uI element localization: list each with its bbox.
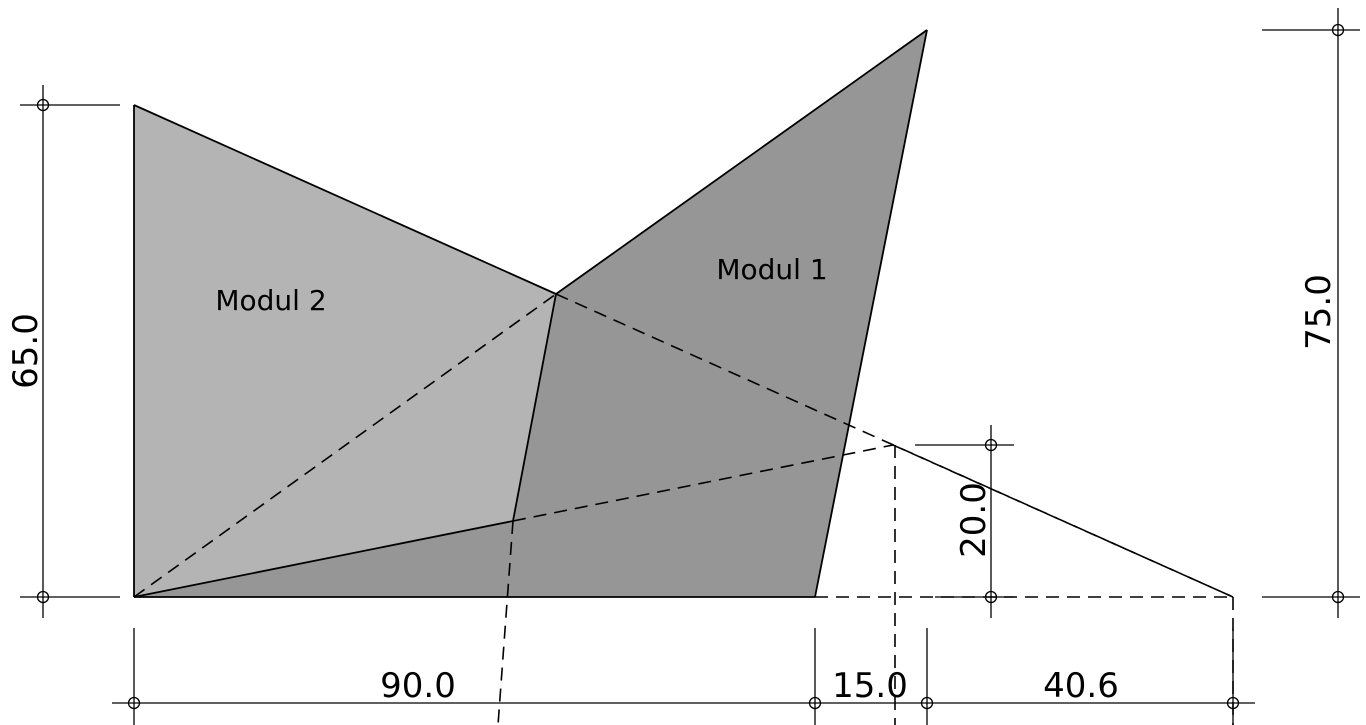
- dashed-diagonal-1: [133, 293, 557, 598]
- dimension-bottom-2-label: 15.0: [832, 666, 908, 706]
- solid-edges: [133, 29, 928, 598]
- dimension-bottom-1-label: 90.0: [380, 666, 456, 706]
- dashed-vertical-inner: [497, 520, 514, 725]
- dimension-left-label: 65.0: [6, 313, 46, 389]
- inner-edge-vertical: [512, 293, 557, 522]
- top-edge-modul-1: [555, 29, 928, 295]
- dashed-extension-inner: [512, 444, 894, 522]
- dimension-right-label: 75.0: [1299, 274, 1339, 350]
- dimension-right: [1262, 8, 1360, 618]
- top-edge-modul-2: [133, 104, 557, 295]
- modul-2-shape: [134, 105, 556, 597]
- dimension-bottom-3-label: 40.6: [1043, 666, 1119, 706]
- dimension-inner-label: 20.0: [954, 482, 994, 558]
- dashed-extension-top: [555, 293, 1234, 598]
- right-edge-modul-1: [814, 29, 928, 598]
- modul-1-label: Modul 1: [716, 253, 827, 286]
- inner-edge-diagonal: [133, 520, 514, 598]
- dimension-inner: [915, 425, 1014, 618]
- modul-2-label: Modul 2: [215, 284, 326, 317]
- dimension-bottom: [112, 628, 1255, 725]
- dimension-left: [20, 85, 120, 618]
